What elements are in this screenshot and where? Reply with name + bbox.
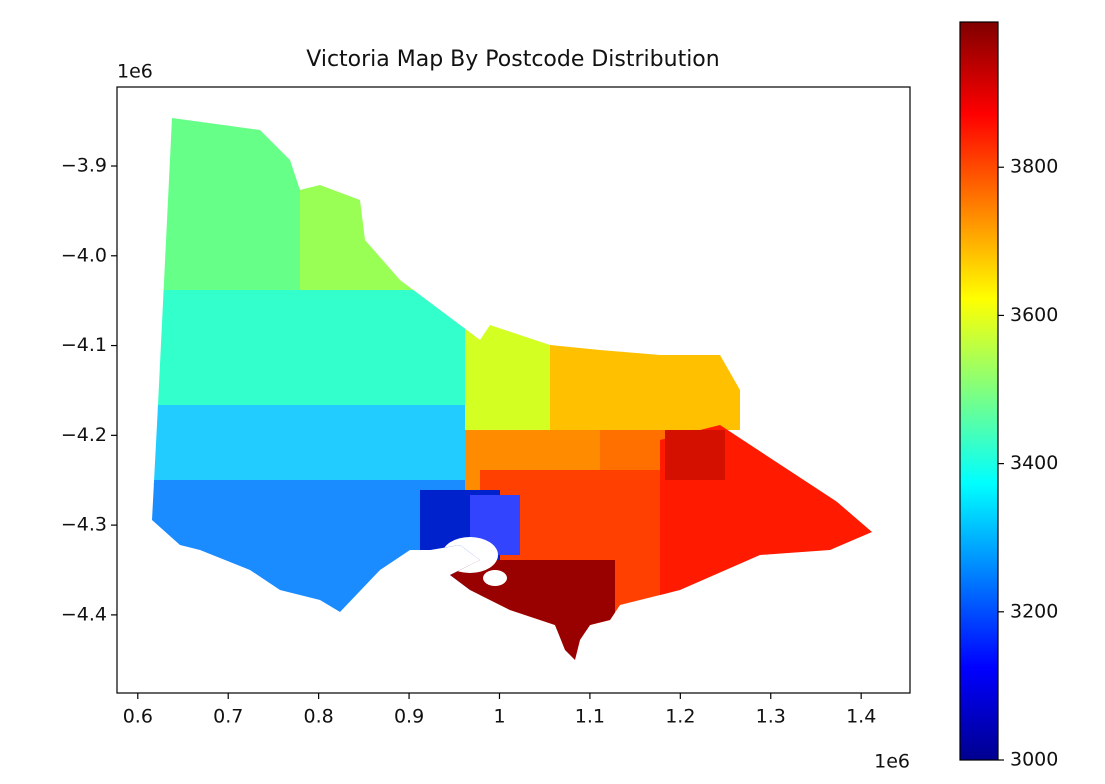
x-tick-label: 1 (493, 706, 505, 728)
x-tick-label: 0.7 (213, 706, 243, 728)
x-tick-label: 1.4 (846, 706, 876, 728)
x-tick-label: 1.1 (575, 706, 605, 728)
x-offset: 1e6 (874, 751, 910, 773)
plot-frame (116, 86, 911, 694)
y-tick-label: −4.1 (61, 334, 107, 356)
x-tick-label: 0.6 (123, 706, 153, 728)
y-tick-label: −4.0 (61, 244, 107, 266)
colorbar-tick-label: 3200 (1010, 600, 1058, 622)
x-tick-label: 1.3 (756, 706, 786, 728)
chart-title: Victoria Map By Postcode Distribution (306, 47, 719, 72)
y-offset: 1e6 (117, 61, 153, 83)
colorbar-tick-label: 3000 (1010, 749, 1058, 771)
x-tick-label: 1.2 (665, 706, 695, 728)
map-regions (152, 118, 872, 660)
colorbar-tick-label: 3400 (1010, 452, 1058, 474)
x-tick-label: 0.8 (304, 706, 334, 728)
colorbar-tick-label: 3800 (1010, 156, 1058, 178)
y-tick-label: −4.2 (61, 424, 107, 446)
colorbar (959, 21, 999, 761)
y-tick-label: −3.9 (61, 155, 107, 177)
x-tick-label: 0.9 (394, 706, 424, 728)
y-tick-label: −4.4 (61, 603, 107, 625)
y-tick-label: −4.3 (61, 514, 107, 536)
colorbar-tick-label: 3600 (1010, 304, 1058, 326)
